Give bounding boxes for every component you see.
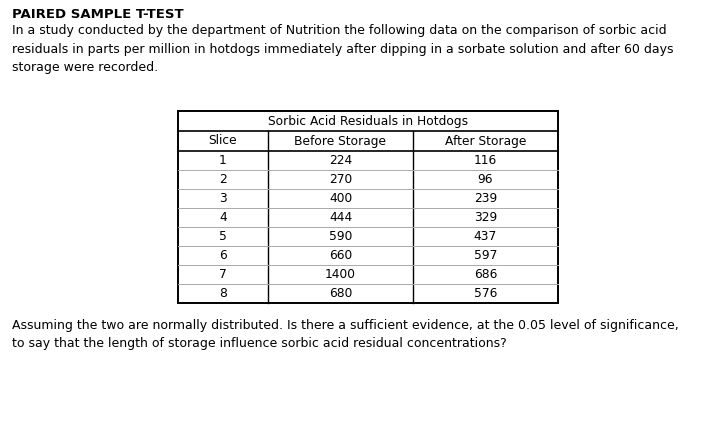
Text: Before Storage: Before Storage <box>295 134 387 147</box>
Bar <box>178 111 558 303</box>
Text: 400: 400 <box>329 192 352 205</box>
Text: 4: 4 <box>219 211 227 224</box>
Text: PAIRED SAMPLE T-TEST: PAIRED SAMPLE T-TEST <box>12 8 184 21</box>
Text: In a study conducted by the department of Nutrition the following data on the co: In a study conducted by the department o… <box>12 24 674 74</box>
Text: 8: 8 <box>219 287 227 300</box>
Text: 576: 576 <box>474 287 497 300</box>
Text: Sorbic Acid Residuals in Hotdogs: Sorbic Acid Residuals in Hotdogs <box>268 115 468 128</box>
Text: 96: 96 <box>478 173 493 186</box>
Text: 7: 7 <box>219 268 227 281</box>
Text: 686: 686 <box>474 268 497 281</box>
Text: 270: 270 <box>329 173 352 186</box>
Text: 680: 680 <box>329 287 352 300</box>
Text: 3: 3 <box>219 192 227 205</box>
Text: 239: 239 <box>474 192 497 205</box>
Text: Slice: Slice <box>209 134 237 147</box>
Text: 2: 2 <box>219 173 227 186</box>
Text: 329: 329 <box>474 211 497 224</box>
Text: 6: 6 <box>219 249 227 262</box>
Text: Assuming the two are normally distributed. Is there a sufficient evidence, at th: Assuming the two are normally distribute… <box>12 319 679 351</box>
Text: 5: 5 <box>219 230 227 243</box>
Text: 660: 660 <box>329 249 352 262</box>
Text: 444: 444 <box>329 211 352 224</box>
Text: 224: 224 <box>329 154 352 167</box>
Text: 437: 437 <box>474 230 497 243</box>
Text: After Storage: After Storage <box>445 134 526 147</box>
Text: 116: 116 <box>474 154 497 167</box>
Text: 590: 590 <box>329 230 352 243</box>
Text: 1: 1 <box>219 154 227 167</box>
Text: 1400: 1400 <box>325 268 356 281</box>
Text: 597: 597 <box>474 249 497 262</box>
